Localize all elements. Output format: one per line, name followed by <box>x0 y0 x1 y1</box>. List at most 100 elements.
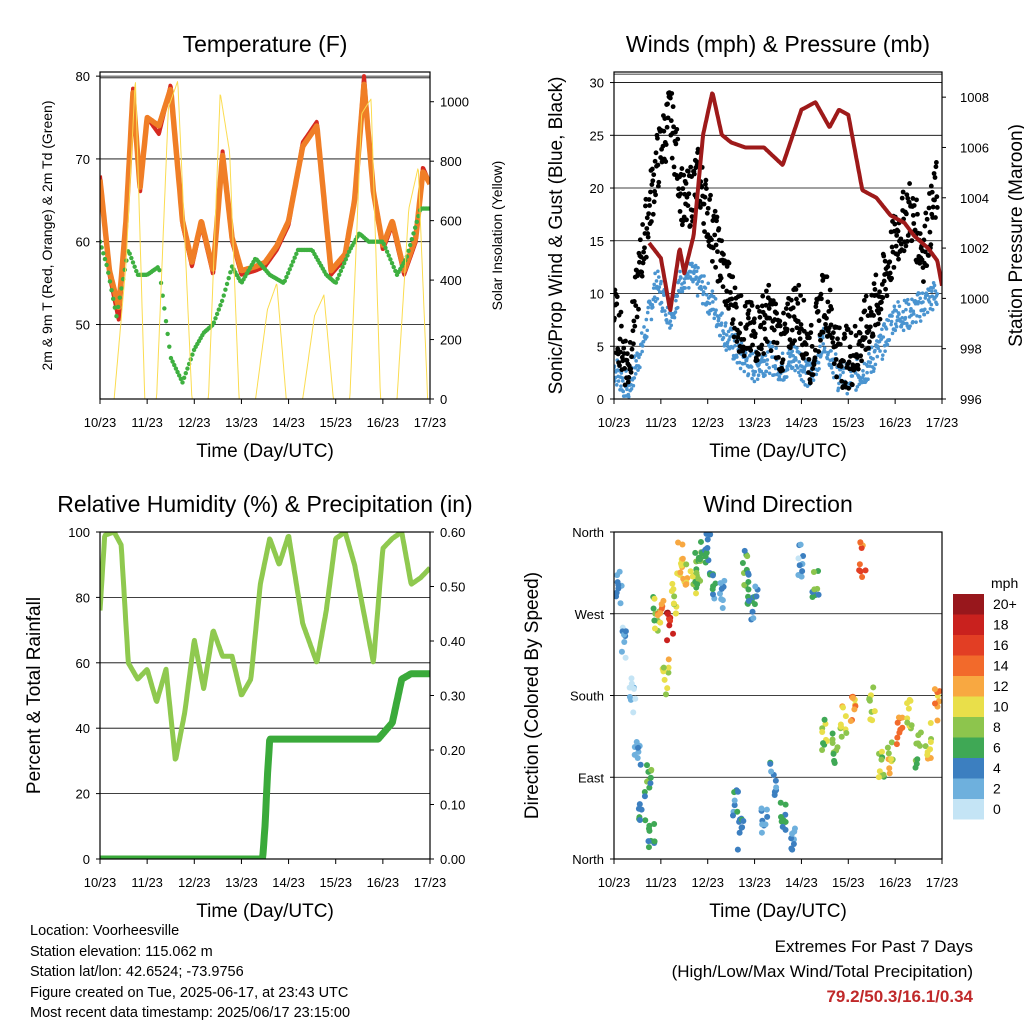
gust-point <box>875 321 881 327</box>
gust-point <box>743 326 749 331</box>
direction-point <box>665 669 672 676</box>
gust-point <box>893 243 899 249</box>
y-tick-label: West <box>575 607 605 622</box>
wind-point <box>838 373 843 378</box>
gust-point <box>628 366 634 372</box>
y2-tick-label: 0 <box>440 392 447 407</box>
gust-point <box>909 238 915 244</box>
panel-1: Temperature (F)Time (Day/UTC)50607080020… <box>39 31 505 462</box>
gust-point <box>915 211 920 217</box>
wind-point <box>675 294 680 298</box>
gust-point <box>859 343 865 349</box>
x-axis-label: Time (Day/UTC) <box>196 441 334 462</box>
gust-point <box>665 115 671 121</box>
direction-point <box>682 581 689 588</box>
dewpoint-point <box>285 270 291 276</box>
direction-point <box>679 555 686 562</box>
gust-point <box>776 354 781 360</box>
gust-point <box>790 305 796 311</box>
direction-point <box>800 553 807 560</box>
direction-point <box>694 581 701 588</box>
direction-point <box>664 685 671 692</box>
wind-point <box>906 302 911 307</box>
gust-point <box>699 184 705 190</box>
dewpoint-point <box>284 274 289 280</box>
wind-point <box>645 310 650 315</box>
wind-point <box>793 368 797 373</box>
plot-area <box>614 90 942 399</box>
gust-point <box>701 221 707 226</box>
direction-point <box>866 696 873 703</box>
gust-point <box>759 303 765 309</box>
gust-point <box>877 289 882 295</box>
direction-point <box>632 695 639 702</box>
wind-point <box>873 362 878 367</box>
wind-point <box>657 290 662 294</box>
gust-point <box>674 126 680 132</box>
wind-point <box>717 316 721 321</box>
dewpoint-point <box>119 286 124 291</box>
direction-point <box>712 580 719 587</box>
wind-point <box>653 299 658 304</box>
wind-point <box>922 312 927 317</box>
gust-point <box>781 310 786 316</box>
wind-point <box>798 373 802 378</box>
gust-point <box>924 216 930 222</box>
latest-timestamp: Most recent data timestamp: 2025/06/17 2… <box>30 1005 351 1021</box>
gust-point <box>798 322 804 327</box>
gust-point <box>903 211 909 217</box>
wind-point <box>720 311 724 315</box>
gust-point <box>644 215 650 221</box>
wind-point <box>735 355 739 359</box>
gust-point <box>774 340 780 346</box>
gust-point <box>796 330 802 336</box>
panel-title: Temperature (F) <box>183 31 348 57</box>
direction-point <box>871 708 878 715</box>
gust-point <box>614 315 617 321</box>
gust-point <box>866 328 872 333</box>
dewpoint-point <box>223 287 228 292</box>
x-tick-label: 17/23 <box>926 415 959 430</box>
dewpoint-point <box>114 314 119 319</box>
direction-point <box>637 761 644 768</box>
gust-point <box>758 322 764 328</box>
wind-point <box>673 310 678 314</box>
wind-point <box>625 387 629 392</box>
gust-point <box>617 336 623 342</box>
direction-point <box>895 714 902 721</box>
dewpoint-point <box>100 245 104 250</box>
gust-point <box>649 219 654 224</box>
gust-point <box>673 141 679 147</box>
gust-point <box>655 183 661 189</box>
wind-point <box>707 301 712 306</box>
gust-point <box>933 215 938 220</box>
wind-point <box>753 369 758 374</box>
direction-point <box>630 685 637 692</box>
direction-point <box>745 597 752 604</box>
wind-point <box>649 317 654 322</box>
direction-point <box>762 821 769 828</box>
dewpoint-point <box>388 257 393 262</box>
gust-point <box>712 232 718 238</box>
direction-point <box>858 544 865 551</box>
colorbar-label: 20+ <box>993 596 1017 612</box>
direction-point <box>668 588 675 595</box>
direction-point <box>661 676 668 683</box>
gust-point <box>912 227 918 233</box>
gust-point <box>899 195 905 201</box>
panel-2: Winds (mph) & Pressure (mb) Time (Day/UTC… <box>546 31 1024 462</box>
gust-point <box>926 253 931 258</box>
wind-point <box>796 370 801 375</box>
direction-point <box>893 741 900 748</box>
dewpoint-point <box>409 237 415 242</box>
wind-point <box>675 305 680 310</box>
direction-point <box>717 580 724 587</box>
direction-point <box>916 742 923 749</box>
direction-point <box>789 830 796 837</box>
direction-point <box>897 726 904 733</box>
gust-point <box>677 209 683 214</box>
gust-point <box>829 306 834 312</box>
direction-point <box>695 575 702 582</box>
x-tick-label: 17/23 <box>926 875 959 890</box>
wind-point <box>719 321 724 325</box>
